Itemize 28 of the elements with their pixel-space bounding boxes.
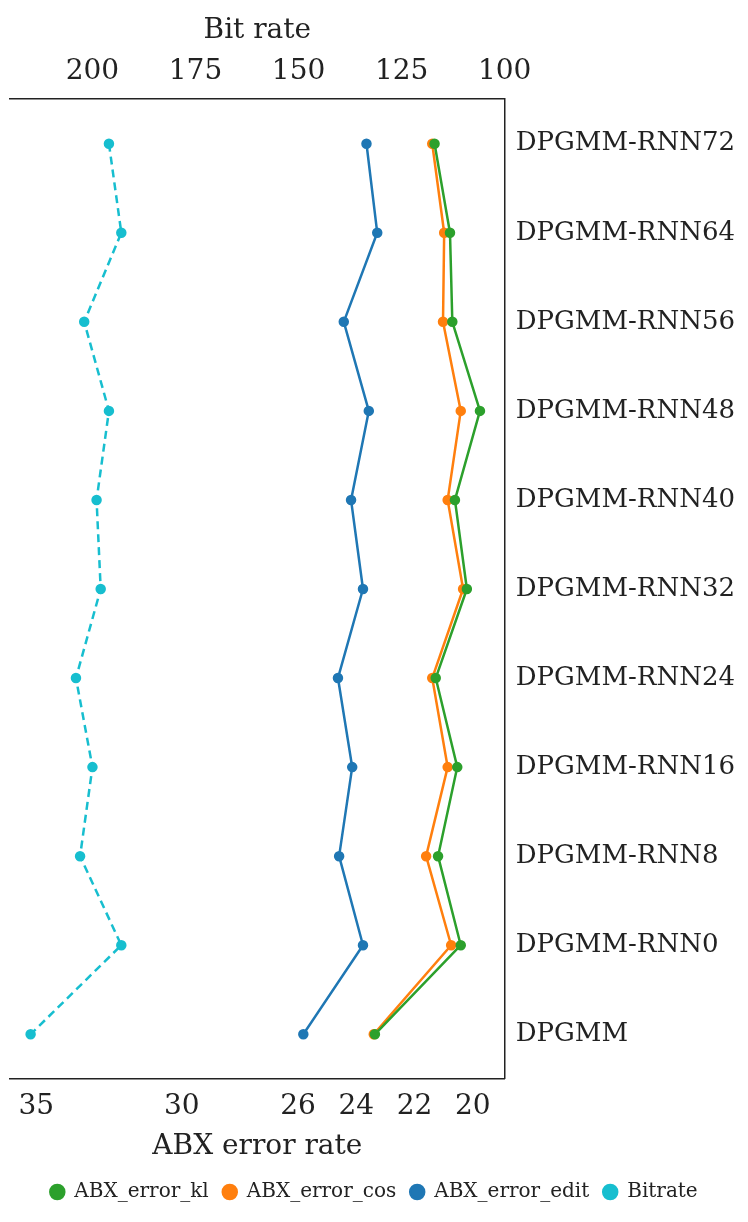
y-tick-label: DPGMM-RNN64 <box>515 215 736 246</box>
x2-tick-label: 200 <box>65 52 120 86</box>
x2-tick-label: 100 <box>477 52 532 86</box>
x-tick-label: 26 <box>280 1087 316 1121</box>
legend-label: Bitrate <box>627 1178 698 1203</box>
x-tick-label: 24 <box>338 1087 375 1121</box>
y-tick-label: DPGMM-RNN40 <box>515 482 736 513</box>
y-tick-label: DPGMM <box>515 1017 629 1048</box>
x-tick-label: 35 <box>18 1087 55 1121</box>
legend-label: ABX_error_edit <box>433 1178 590 1203</box>
x2-tick-label: 150 <box>271 52 326 86</box>
x2-axis-title: Bit rate <box>203 12 312 46</box>
y-tick-label: DPGMM-RNN48 <box>515 393 736 424</box>
y-tick-label: DPGMM-RNN56 <box>515 304 736 335</box>
y-tick-label: DPGMM-RNN8 <box>515 838 719 869</box>
x2-tick-label: 175 <box>168 52 223 86</box>
x-axis-title: ABX error rate <box>151 1128 363 1162</box>
y-tick-label: DPGMM-RNN24 <box>515 660 736 691</box>
y-tick-label: DPGMM-RNN32 <box>515 571 736 602</box>
y-tick-label: DPGMM-RNN16 <box>515 749 736 780</box>
y-tick-label: DPGMM-RNN0 <box>515 927 719 958</box>
x-tick-label: 20 <box>454 1087 491 1121</box>
legend-label: ABX_error_cos <box>245 1178 397 1203</box>
x2-tick-label: 125 <box>374 52 429 86</box>
x-tick-label: 30 <box>163 1087 200 1121</box>
legend-label: ABX_error_kl <box>73 1178 209 1203</box>
x-tick-label: 22 <box>396 1087 433 1121</box>
y-tick-label: DPGMM-RNN72 <box>515 126 736 157</box>
